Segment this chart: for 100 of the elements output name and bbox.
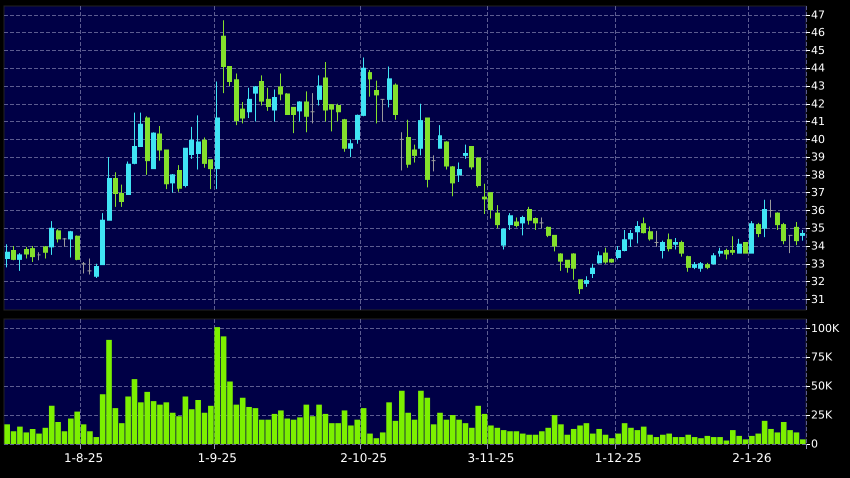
- candlestick: [177, 164, 182, 192]
- candlestick: [75, 234, 80, 261]
- candlestick: [247, 87, 252, 118]
- candlestick: [380, 98, 385, 122]
- candlestick: [769, 199, 773, 218]
- y-tick-label: 45: [811, 44, 825, 57]
- y-tick-label: 36: [811, 204, 825, 217]
- candlestick: [476, 156, 481, 188]
- candlestick: [667, 233, 672, 252]
- y-tick-label: 75K: [811, 350, 833, 364]
- candlestick: [450, 166, 455, 197]
- candlestick: [5, 244, 10, 268]
- candlestick: [56, 228, 61, 243]
- candlestick: [272, 89, 277, 122]
- x-tick-label: 3-11-25: [468, 451, 514, 465]
- candlestick: [107, 156, 112, 221]
- candlestick: [686, 255, 691, 272]
- x-tick-label: 1-12-25: [594, 451, 642, 465]
- candlestick: [100, 212, 105, 266]
- candlestick: [463, 144, 468, 160]
- candlestick: [641, 217, 646, 234]
- candlestick: [673, 238, 678, 250]
- candlestick: [266, 87, 271, 112]
- candlestick: [794, 222, 799, 246]
- y-tick-label: 40: [811, 132, 825, 146]
- candlestick: [654, 230, 659, 248]
- candlestick: [196, 114, 201, 170]
- candlestick: [628, 230, 633, 248]
- candlestick: [304, 90, 309, 133]
- candlestick: [37, 252, 41, 261]
- candlestick: [399, 132, 404, 171]
- candlestick: [514, 217, 519, 228]
- candlestick: [597, 250, 602, 264]
- candlestick: [749, 220, 754, 254]
- x-tick-label: 2-10-25: [340, 451, 388, 465]
- y-tick-label: 25K: [811, 408, 833, 422]
- y-tick-label: 100K: [811, 322, 840, 335]
- candlestick: [501, 228, 506, 250]
- candlestick: [520, 215, 525, 236]
- candlestick: [49, 220, 54, 256]
- candlestick: [151, 132, 156, 170]
- candlestick: [297, 100, 302, 122]
- candlestick: [17, 252, 22, 272]
- candlestick: [348, 138, 353, 158]
- y-tick-label: 34: [811, 240, 825, 252]
- candlestick: [342, 118, 347, 152]
- candlestick: [418, 103, 423, 156]
- candlestick: [317, 74, 322, 106]
- y-tick-label: 39: [811, 150, 825, 164]
- x-tick-label: 1-8-25: [64, 451, 104, 465]
- candlestick: [438, 124, 442, 149]
- candlestick: [558, 252, 563, 272]
- x-tick-label: 2-1-26: [732, 451, 772, 465]
- y-tick-label: 33: [811, 257, 825, 270]
- candlestick: [788, 234, 793, 254]
- candlestick: [679, 240, 684, 258]
- candlestick: [584, 276, 589, 288]
- y-tick-label: 37: [811, 186, 825, 200]
- candlestick: [508, 212, 513, 230]
- y-tick-label: 32: [811, 275, 825, 288]
- candlestick: [539, 217, 544, 229]
- candlestick: [68, 230, 73, 258]
- candlestick: [94, 263, 99, 278]
- candlestick: [164, 150, 169, 190]
- candlestick: [11, 246, 16, 261]
- y-tick-label: 38: [811, 168, 825, 182]
- y-tick-label: 43: [811, 80, 825, 92]
- candlestick: [387, 66, 392, 108]
- y-tick-label: 50K: [811, 380, 833, 393]
- candlestick: [756, 222, 761, 238]
- candlestick: [43, 246, 48, 259]
- candlestick: [157, 126, 162, 162]
- candlestick: [374, 80, 379, 124]
- candlestick: [259, 74, 264, 106]
- candlestick: [469, 146, 474, 170]
- candlestick: [711, 252, 716, 266]
- y-tick-label: 31: [811, 292, 825, 306]
- candlestick: [648, 226, 653, 242]
- y-tick-label: 47: [811, 8, 825, 22]
- x-tick-label: 1-9-25: [198, 451, 237, 465]
- candlestick: [590, 263, 595, 278]
- candlestick: [87, 258, 92, 275]
- y-tick-label: 35: [811, 222, 825, 235]
- y-tick-label: 44: [811, 62, 825, 75]
- candlestick: [800, 230, 805, 242]
- candlestick: [336, 103, 341, 122]
- y-tick-label: 0: [811, 438, 818, 450]
- candlestick: [737, 238, 742, 254]
- candlestick: [62, 238, 67, 248]
- candlestick: [170, 174, 175, 194]
- candlestick: [81, 262, 86, 274]
- candlestick: [762, 199, 767, 238]
- candlestick: [743, 242, 748, 254]
- candlestick: [431, 154, 436, 172]
- candlestick: [368, 70, 372, 98]
- candlestick: [718, 247, 723, 258]
- candlestick: [495, 204, 500, 229]
- candlestick: [310, 92, 315, 124]
- y-tick-label: 41: [811, 115, 825, 128]
- candlestick: [278, 73, 283, 101]
